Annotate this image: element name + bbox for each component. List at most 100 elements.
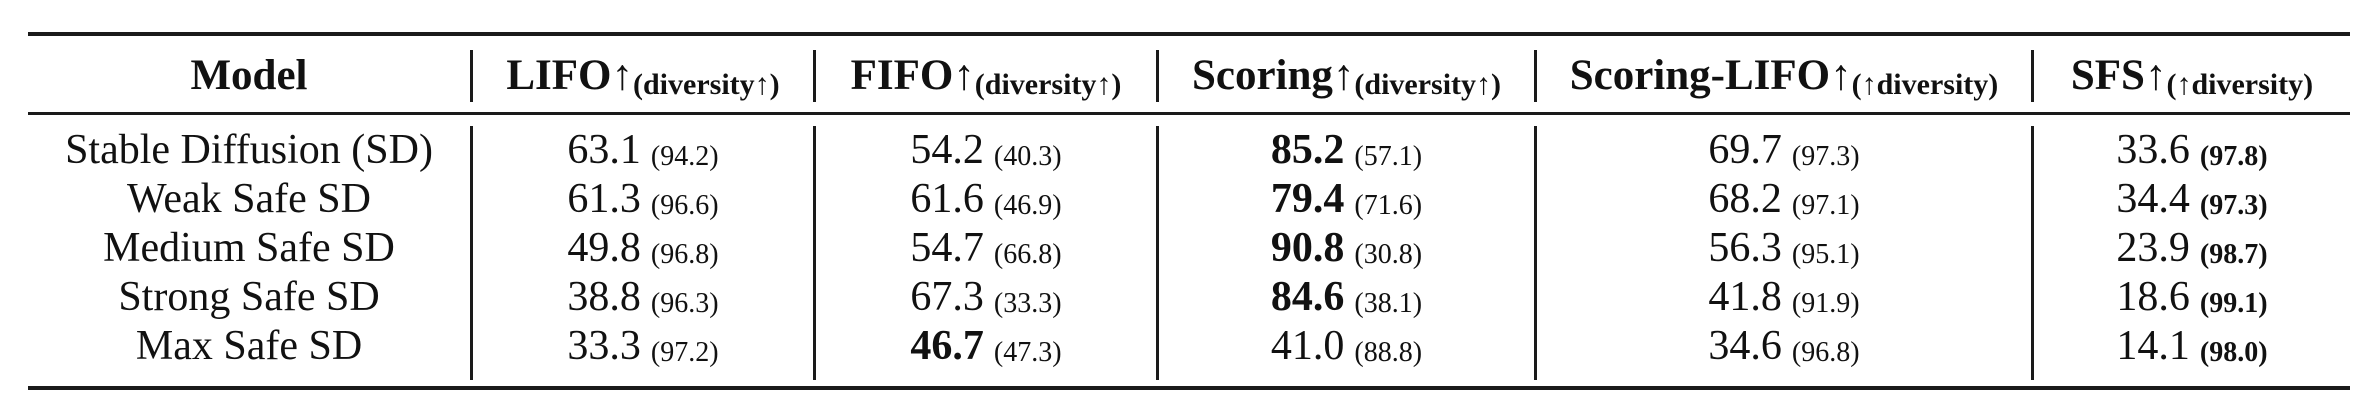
diversity-value: (97.2) [650, 336, 719, 368]
score-cell: 41.0 (88.8) [1159, 321, 1534, 370]
score-value: 49.8 [567, 224, 641, 271]
score-cell: 49.8 (96.8) [473, 223, 813, 272]
score-value: 41.0 [1270, 322, 1345, 369]
model-name-cell: Weak Safe SD [127, 175, 371, 222]
column-header: LIFO↑ (diversity↑) [473, 38, 813, 112]
diversity-value: (66.8) [993, 238, 1062, 270]
score-cell: 41.8 (91.9) [1537, 272, 2031, 321]
score-value: 61.6 [910, 175, 984, 222]
score-cell: 54.2 (40.3) [816, 125, 1156, 174]
column-header: FIFO↑ (diversity↑) [816, 38, 1156, 112]
diversity-value: (97.1) [1791, 189, 1860, 221]
score-value: 33.3 [567, 322, 641, 369]
header-rule [28, 112, 2350, 115]
diversity-value: (99.1) [2199, 287, 2268, 319]
column-separator [470, 126, 473, 380]
diversity-value: (88.8) [1354, 336, 1423, 368]
score-cell: 63.1 (94.2) [473, 125, 813, 174]
model-name-cell: Strong Safe SD [118, 273, 380, 320]
bottom-rule [28, 386, 2350, 390]
column-separator [2031, 126, 2034, 380]
diversity-value: (96.8) [1791, 336, 1860, 368]
score-value: 38.8 [567, 273, 641, 320]
model-name-cell: Stable Diffusion (SD) [65, 126, 433, 173]
score-value: 41.8 [1708, 273, 1782, 320]
score-cell: 34.4 (97.3) [2034, 174, 2350, 223]
diversity-value: (97.3) [1791, 140, 1860, 172]
diversity-value: (46.9) [993, 189, 1062, 221]
diversity-value: (96.8) [650, 238, 719, 270]
diversity-value: (71.6) [1354, 189, 1423, 221]
score-cell: 34.6 (96.8) [1537, 321, 2031, 370]
column-header-label: LIFO↑ [506, 51, 633, 99]
column-header-label: FIFO↑ [850, 51, 975, 99]
score-value: 69.7 [1708, 126, 1782, 173]
column-separator [1534, 50, 1537, 102]
score-value: 61.3 [567, 175, 641, 222]
column-separator [470, 50, 473, 102]
score-cell: 33.3 (97.2) [473, 321, 813, 370]
diversity-value: (96.3) [650, 287, 719, 319]
model-name-cell: Max Safe SD [135, 322, 363, 369]
score-value: 14.1 [2116, 322, 2190, 369]
diversity-value: (98.7) [2199, 238, 2268, 270]
model-name-cell: Medium Safe SD [103, 224, 395, 271]
score-cell: 46.7 (47.3) [816, 321, 1156, 370]
score-value: 18.6 [2116, 273, 2190, 320]
score-cell: 33.6 (97.8) [2034, 125, 2350, 174]
column-separator [1156, 126, 1159, 380]
column-header-subscript: (diversity↑) [974, 68, 1122, 101]
diversity-value: (38.1) [1354, 287, 1423, 319]
score-cell: 54.7 (66.8) [816, 223, 1156, 272]
diversity-value: (57.1) [1354, 140, 1423, 172]
column-separator [1156, 50, 1159, 102]
column-header: Scoring↑ (diversity↑) [1159, 38, 1534, 112]
score-value: 33.6 [2116, 126, 2190, 173]
score-value: 54.2 [910, 126, 984, 173]
column-header-label: Scoring↑ [1191, 51, 1355, 99]
score-value: 85.2 [1270, 126, 1345, 173]
score-cell: 69.7 (97.3) [1537, 125, 2031, 174]
score-cell: 61.3 (96.6) [473, 174, 813, 223]
top-rule [28, 32, 2350, 36]
column-header: Model [28, 38, 470, 112]
diversity-value: (33.3) [993, 287, 1062, 319]
score-value: 79.4 [1270, 175, 1345, 222]
column-header-subscript: (↑diversity) [1851, 68, 1999, 101]
score-cell: 18.6 (99.1) [2034, 272, 2350, 321]
diversity-value: (97.8) [2199, 140, 2268, 172]
column-header-subscript: (diversity↑) [633, 68, 780, 101]
score-cell: 14.1 (98.0) [2034, 321, 2350, 370]
score-value: 34.4 [2116, 175, 2190, 222]
diversity-value: (96.6) [650, 189, 719, 221]
score-cell: 85.2 (57.1) [1159, 125, 1534, 174]
score-value: 54.7 [910, 224, 984, 271]
score-value: 56.3 [1708, 224, 1782, 271]
diversity-value: (94.2) [650, 140, 719, 172]
score-cell: 84.6 (38.1) [1159, 272, 1534, 321]
score-cell: 61.6 (46.9) [816, 174, 1156, 223]
score-cell: 68.2 (97.1) [1537, 174, 2031, 223]
column-separator [2031, 50, 2034, 102]
score-cell: 38.8 (96.3) [473, 272, 813, 321]
column-separator [813, 126, 816, 380]
column-header: Scoring-LIFO↑ (↑diversity) [1537, 38, 2031, 112]
column-header-subscript: (diversity↑) [1354, 68, 1502, 101]
column-header-label: Scoring-LIFO↑ [1569, 51, 1852, 99]
column-separator [813, 50, 816, 102]
diversity-value: (47.3) [993, 336, 1062, 368]
score-value: 67.3 [910, 273, 984, 320]
column-separator [1534, 126, 1537, 380]
score-value: 46.7 [910, 322, 984, 369]
score-cell: 56.3 (95.1) [1537, 223, 2031, 272]
score-value: 90.8 [1270, 224, 1345, 271]
score-cell: 67.3 (33.3) [816, 272, 1156, 321]
column-header-label: SFS↑ [2070, 51, 2167, 99]
column-header-subscript: (↑diversity) [2166, 68, 2314, 101]
diversity-value: (97.3) [2199, 189, 2268, 221]
score-value: 84.6 [1270, 273, 1345, 320]
score-value: 34.6 [1708, 322, 1782, 369]
score-value: 23.9 [2116, 224, 2190, 271]
score-value: 68.2 [1708, 175, 1782, 222]
column-header-label: Model [190, 51, 308, 99]
